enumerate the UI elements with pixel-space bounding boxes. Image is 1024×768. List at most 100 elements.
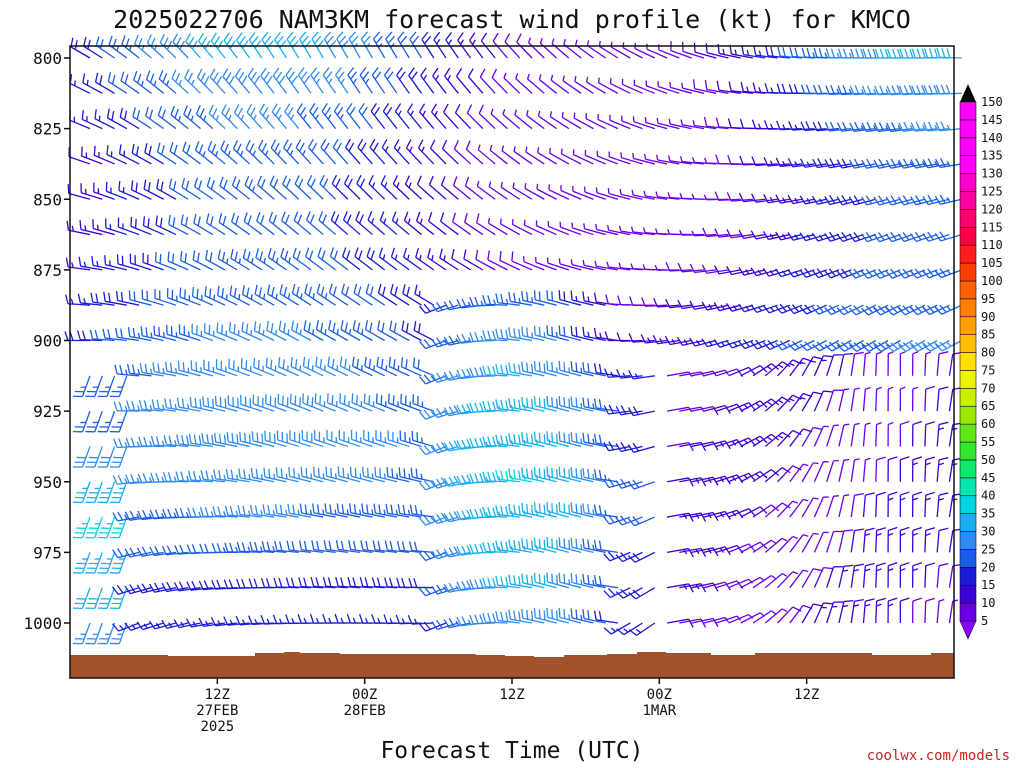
wind-barb	[860, 232, 889, 243]
wind-barb	[196, 68, 214, 94]
y-tick-label: 800	[33, 49, 62, 68]
wind-barb	[97, 587, 116, 610]
wind-barb	[72, 552, 91, 574]
wind-barb	[254, 284, 275, 306]
wind-barb	[145, 70, 165, 94]
wind-barb	[82, 73, 103, 94]
wind-barb	[115, 291, 140, 306]
wind-barb	[107, 72, 128, 94]
wind-barb	[440, 212, 459, 236]
wind-barb	[593, 539, 619, 554]
wind-barb	[934, 194, 962, 205]
wind-barb	[482, 577, 508, 589]
wind-barb	[875, 422, 882, 447]
wind-barb	[886, 85, 913, 96]
wind-barb	[360, 540, 385, 554]
wind-barb	[79, 219, 103, 236]
wind-barb	[504, 33, 521, 59]
wind-barb	[431, 512, 459, 525]
wind-barb	[656, 117, 680, 130]
wind-barb	[714, 191, 741, 202]
wind-barb	[315, 320, 336, 342]
wind-barb	[109, 587, 128, 610]
wind-barb	[627, 406, 655, 417]
wind-barb	[348, 540, 373, 554]
wind-barb	[72, 375, 91, 398]
wind-barb	[85, 375, 103, 398]
wind-barb	[558, 501, 582, 518]
wind-barb	[813, 531, 829, 553]
wind-barb	[67, 184, 91, 200]
wind-barb	[615, 515, 643, 526]
wind-barb	[502, 109, 521, 130]
wind-barb	[487, 250, 508, 271]
wind-barb	[537, 147, 557, 165]
wind-barb	[330, 211, 349, 236]
wind-barb	[936, 456, 949, 482]
wind-barb	[873, 268, 901, 279]
wind-barb	[703, 194, 729, 201]
wind-barb	[168, 214, 189, 236]
wind-barb	[467, 68, 484, 94]
wind-barb	[157, 106, 177, 130]
wind-barb	[242, 248, 263, 271]
wind-barb	[848, 304, 877, 316]
colorbar-label: 95	[981, 292, 995, 306]
wind-barb	[223, 616, 250, 626]
wind-barb	[521, 432, 545, 448]
wind-barb	[679, 229, 704, 236]
wind-barb	[428, 211, 447, 236]
wind-barb	[109, 410, 128, 433]
wind-barb	[586, 40, 607, 59]
wind-barb	[202, 396, 226, 412]
wind-barb	[187, 470, 213, 483]
wind-barb	[97, 446, 116, 468]
wind-barb	[90, 292, 115, 306]
wind-barb	[175, 471, 201, 483]
wind-barb	[308, 139, 324, 165]
wind-barb	[231, 176, 251, 200]
wind-barb	[898, 339, 926, 352]
wind-barb	[72, 481, 91, 504]
wind-barb	[516, 33, 533, 59]
wind-barb	[546, 395, 570, 412]
wind-barb	[396, 67, 410, 94]
wind-barb	[629, 296, 655, 307]
wind-barb	[826, 601, 844, 624]
wind-barb	[419, 480, 447, 491]
wind-barb	[812, 121, 840, 132]
wind-barb	[469, 614, 496, 625]
wind-barb	[270, 139, 287, 165]
wind-barb	[143, 179, 164, 200]
wind-barb	[739, 155, 766, 166]
wind-barb	[296, 103, 312, 130]
wind-barb	[875, 351, 882, 376]
colorbar-swatch	[959, 567, 977, 586]
colorbar-swatch	[959, 513, 977, 532]
wind-barb	[341, 283, 361, 306]
wind-barb	[262, 504, 287, 518]
wind-barb	[65, 294, 91, 306]
wind-barb	[521, 396, 545, 412]
wind-barb	[114, 364, 140, 377]
wind-barb	[443, 475, 471, 487]
wind-barb	[336, 31, 349, 59]
wind-barb	[351, 393, 373, 412]
wind-barb	[848, 268, 877, 279]
wind-barb	[691, 193, 717, 200]
wind-barb	[429, 139, 447, 165]
wind-barb	[752, 469, 780, 483]
wind-barb	[161, 545, 189, 556]
wind-barb	[364, 320, 385, 342]
wind-barb	[404, 175, 422, 200]
wind-barb	[922, 304, 950, 316]
wind-barb	[558, 258, 582, 271]
colorbar-label: 125	[981, 184, 1003, 198]
wind-barb	[521, 608, 545, 624]
wind-barb	[298, 577, 324, 589]
wind-barb	[213, 469, 238, 483]
wind-barb	[594, 260, 619, 271]
wind-barb	[826, 424, 839, 447]
y-tick-label: 950	[33, 473, 62, 492]
colorbar-label: 20	[981, 560, 995, 574]
